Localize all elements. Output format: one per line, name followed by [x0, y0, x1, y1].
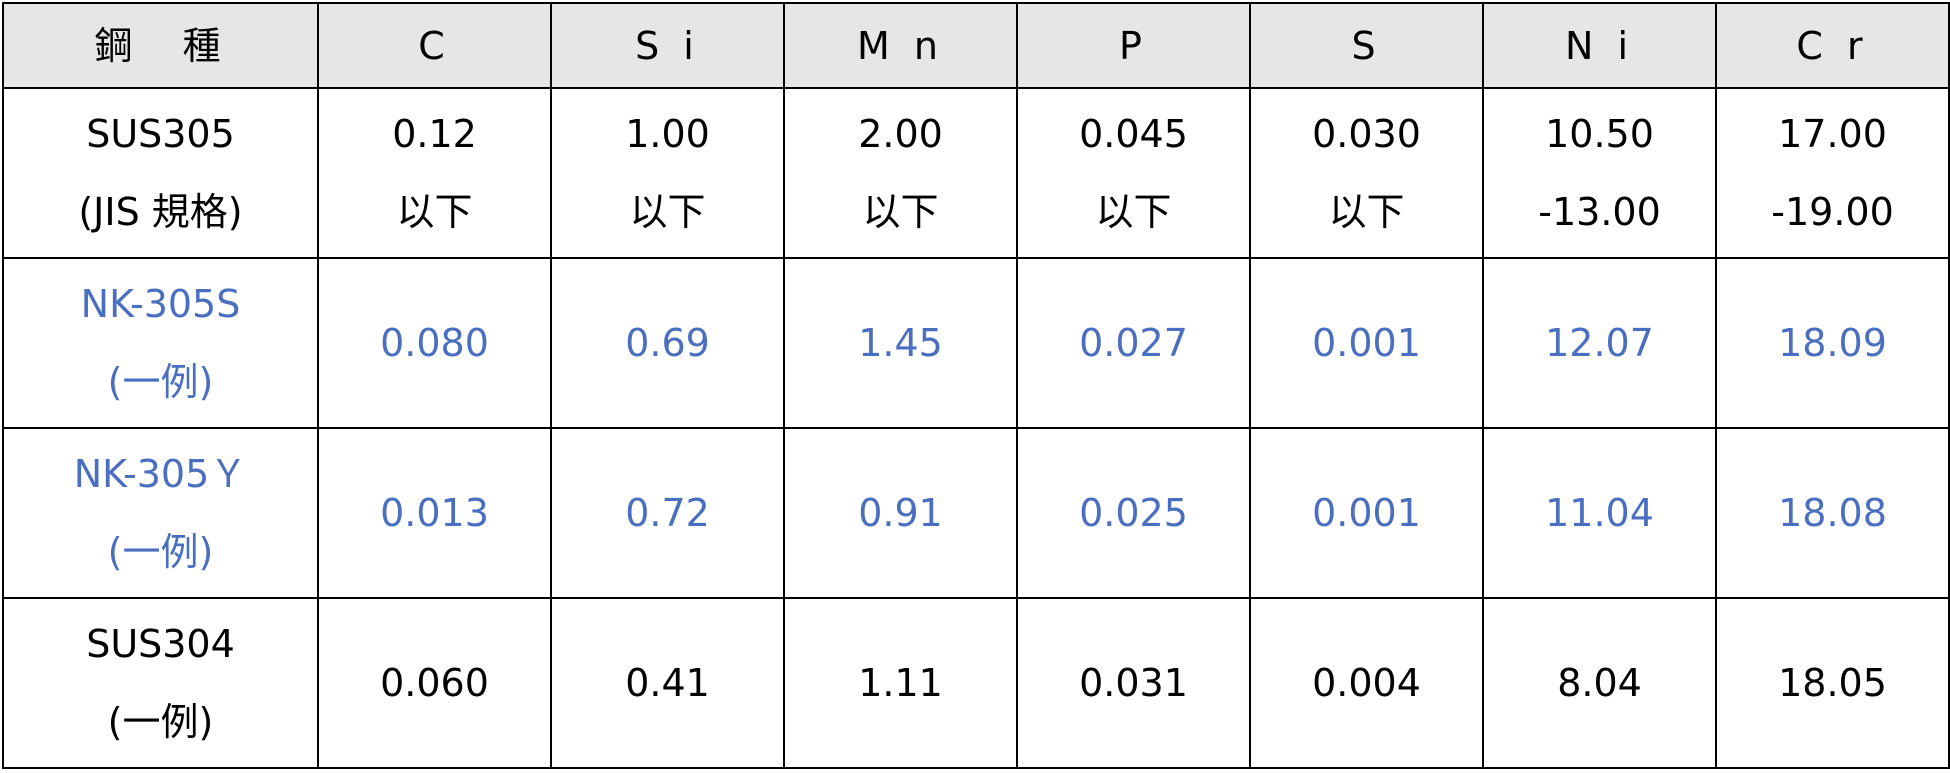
- cell-text: SUS305: [86, 112, 235, 156]
- value-cell: 10.50 -13.00: [1482, 87, 1717, 259]
- header-cell: S i: [550, 2, 785, 89]
- cell-text: 17.00: [1778, 112, 1887, 156]
- table-row: NK-305Ｙ (一例) 0.013 0.72 0.91 0.025 0.001 11.04 1…: [2, 427, 1950, 599]
- cell-text: 以下: [396, 190, 473, 234]
- header-cell: 鋼 種: [2, 2, 319, 89]
- cell-text: 0.013: [380, 491, 489, 535]
- value-cell: 11.04: [1482, 427, 1717, 599]
- cell-text: 以下: [862, 190, 939, 234]
- value-cell: 0.12 以下: [317, 87, 552, 259]
- value-cell: 0.69: [550, 257, 785, 429]
- cell-text: 0.004: [1312, 661, 1421, 705]
- cell-text: 0.025: [1079, 491, 1188, 535]
- header-cell: M n: [783, 2, 1018, 89]
- value-cell: 0.001: [1249, 257, 1484, 429]
- value-cell: 0.72: [550, 427, 785, 599]
- cell-text: 以下: [629, 190, 706, 234]
- table-row: SUS305 (JIS 規格) 0.12 以下 1.00 以下 2.00 以下 0.045 以下 0…: [2, 87, 1950, 259]
- cell-text: 0.41: [625, 661, 710, 705]
- cell-text: (JIS 規格): [78, 190, 243, 234]
- cell-text: 0.060: [380, 661, 489, 705]
- value-cell: 0.025: [1016, 427, 1251, 599]
- cell-text: SUS304: [86, 622, 235, 666]
- cell-text: 11.04: [1545, 491, 1654, 535]
- value-cell: 0.060: [317, 597, 552, 769]
- header-cell: N i: [1482, 2, 1717, 89]
- cell-text: -13.00: [1538, 190, 1661, 234]
- value-cell: 0.027: [1016, 257, 1251, 429]
- cell-text: 18.09: [1778, 321, 1887, 365]
- cell-text: 1.11: [858, 661, 943, 705]
- steel-grade-cell: SUS305 (JIS 規格): [2, 87, 319, 259]
- cell-text: 以下: [1328, 190, 1405, 234]
- cell-text: (一例): [107, 700, 214, 744]
- value-cell: 1.11: [783, 597, 1018, 769]
- value-cell: 0.045 以下: [1016, 87, 1251, 259]
- cell-text: 0.91: [858, 491, 943, 535]
- cell-text: 以下: [1095, 190, 1172, 234]
- table-row: NK-305S (一例) 0.080 0.69 1.45 0.027 0.001 12.07 1…: [2, 257, 1950, 429]
- header-cell: S: [1249, 2, 1484, 89]
- value-cell: 0.080: [317, 257, 552, 429]
- cell-text: 0.001: [1312, 491, 1421, 535]
- cell-text: 0.030: [1312, 112, 1421, 156]
- cell-text: -19.00: [1771, 190, 1894, 234]
- table-body: SUS305 (JIS 規格) 0.12 以下 1.00 以下 2.00 以下 0.045 以下 0…: [2, 87, 1950, 769]
- cell-text: 1.45: [858, 321, 943, 365]
- value-cell: 0.91: [783, 427, 1018, 599]
- cell-text: 0.12: [392, 112, 477, 156]
- value-cell: 18.09: [1715, 257, 1950, 429]
- header-cell: C r: [1715, 2, 1950, 89]
- value-cell: 0.031: [1016, 597, 1251, 769]
- cell-text: 1.00: [625, 112, 710, 156]
- value-cell: 0.004: [1249, 597, 1484, 769]
- value-cell: 18.08: [1715, 427, 1950, 599]
- value-cell: 0.41: [550, 597, 785, 769]
- cell-text: NK-305S: [80, 282, 241, 326]
- cell-text: 0.69: [625, 321, 710, 365]
- cell-text: (一例): [107, 530, 214, 574]
- cell-text: 0.080: [380, 321, 489, 365]
- value-cell: 18.05: [1715, 597, 1950, 769]
- value-cell: 0.030 以下: [1249, 87, 1484, 259]
- header-cell: P: [1016, 2, 1251, 89]
- cell-text: NK-305Ｙ: [73, 452, 248, 496]
- cell-text: 0.027: [1079, 321, 1188, 365]
- cell-text: (一例): [107, 360, 214, 404]
- cell-text: 0.72: [625, 491, 710, 535]
- value-cell: 17.00 -19.00: [1715, 87, 1950, 259]
- header-cell: C: [317, 2, 552, 89]
- cell-text: 18.05: [1778, 661, 1887, 705]
- cell-text: 8.04: [1557, 661, 1642, 705]
- steel-grade-cell: NK-305S (一例): [2, 257, 319, 429]
- cell-text: 0.001: [1312, 321, 1421, 365]
- value-cell: 1.45: [783, 257, 1018, 429]
- value-cell: 8.04: [1482, 597, 1717, 769]
- cell-text: 10.50: [1545, 112, 1654, 156]
- value-cell: 0.013: [317, 427, 552, 599]
- value-cell: 0.001: [1249, 427, 1484, 599]
- cell-text: 0.031: [1079, 661, 1188, 705]
- cell-text: 2.00: [858, 112, 943, 156]
- steel-grade-cell: NK-305Ｙ (一例): [2, 427, 319, 599]
- value-cell: 1.00 以下: [550, 87, 785, 259]
- value-cell: 12.07: [1482, 257, 1717, 429]
- steel-grade-cell: SUS304 (一例): [2, 597, 319, 769]
- cell-text: 12.07: [1545, 321, 1654, 365]
- table-row: SUS304 (一例) 0.060 0.41 1.11 0.031 0.004 8.04 18.…: [2, 597, 1950, 769]
- value-cell: 2.00 以下: [783, 87, 1018, 259]
- cell-text: 0.045: [1079, 112, 1188, 156]
- cell-text: 18.08: [1778, 491, 1887, 535]
